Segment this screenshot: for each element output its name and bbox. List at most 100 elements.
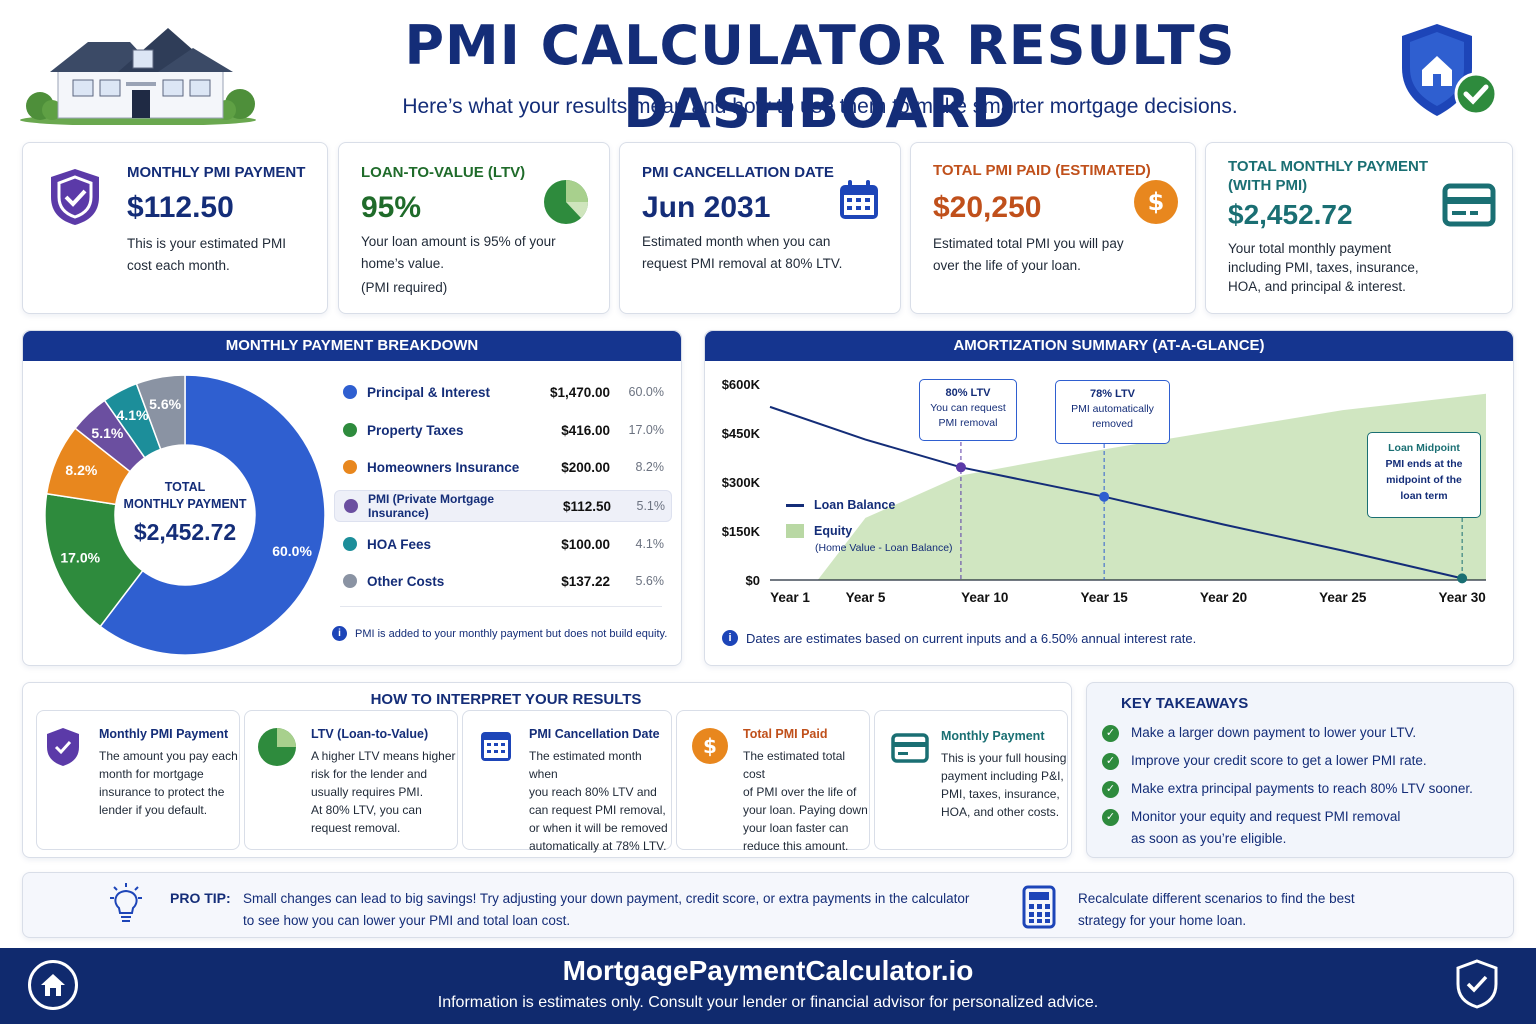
amortization-note: i Dates are estimates based on current i…	[722, 630, 1196, 646]
credit-card-icon	[891, 733, 929, 763]
interpret-item-title: LTV (Loan-to-Value)	[311, 727, 429, 741]
legend-name: Property Taxes	[367, 422, 464, 438]
legend-percent: 5.6%	[635, 574, 665, 588]
legend-dot	[343, 385, 357, 399]
takeaways-header: KEY TAKEAWAYS	[1121, 695, 1249, 712]
legend-percent: 5.1%	[636, 499, 666, 513]
amortization-chart: $600K $450K $300K $150K $0 Year 1 Year 5 Year 1…	[722, 377, 1486, 605]
interpret-item-desc: The amount you pay each month for mortgag…	[99, 749, 238, 817]
shield-check-icon	[1402, 24, 1498, 116]
legend-amount: $1,470.00	[549, 384, 610, 400]
payment-donut-chart: 60.0% 17.0% 8.2% 5.1% 4.1%5.6%	[44, 374, 326, 656]
legend-percent: 4.1%	[635, 537, 665, 551]
y-tick-label: $300K	[722, 475, 761, 490]
interpret-item-desc: A higher LTV means higher risk for the le…	[311, 749, 456, 835]
callout-text: PMI ends at the	[1385, 458, 1463, 470]
legend-dot	[344, 499, 358, 513]
legend-loan-balance: Loan Balance	[786, 498, 895, 512]
interpret-item-desc: The estimated month when you reach 80% LT…	[529, 749, 668, 853]
amortization-note-text: Dates are estimates based on current inp…	[746, 630, 1197, 646]
callout-78-ltv: 78% LTV PMI automatically removed	[1055, 380, 1170, 444]
kpi-label: TOTAL PMI PAID (ESTIMATED)	[933, 162, 1151, 179]
donut-hole	[115, 445, 255, 585]
legend-line-swatch	[786, 503, 804, 507]
marker-point	[955, 462, 966, 473]
x-tick-label: Year 5	[846, 590, 886, 605]
legend-equity-sub: (Home Value - Loan Balance)	[815, 542, 953, 554]
legend-row-pmi: PMI (Private Mortgage Insurance) $112.50…	[334, 490, 672, 522]
svg-text:$: $	[703, 734, 717, 758]
legend-row-hoa: HOA Fees $100.00 4.1%	[340, 528, 670, 560]
y-tick-label: $0	[746, 573, 760, 588]
breakdown-note: i PMI is added to your monthly payment b…	[332, 626, 667, 641]
kpi-desc: This is your estimated PMI cost each mont…	[127, 236, 287, 273]
page-subtitle: Here’s what your results mean and how to…	[402, 95, 1238, 118]
donut-slice-label: 17.0%	[60, 549, 100, 565]
legend-dot	[343, 574, 357, 588]
x-tick-label: Year 1	[770, 590, 810, 605]
shield-check-icon	[47, 728, 79, 766]
legend-row-principal: Principal & Interest $1,470.00 60.0%	[340, 376, 670, 408]
y-tick-label: $450K	[722, 426, 761, 441]
legend-equity: Equity (Home Value - Loan Balance)	[786, 524, 953, 554]
donut-center-label: MONTHLY PAYMENT	[123, 497, 247, 511]
kpi-card-total-pmi: TOTAL PMI PAID (ESTIMATED) $20,250 $ Est…	[910, 142, 1196, 314]
shield-check-icon	[1456, 959, 1498, 1009]
callout-title: Loan Midpoint	[1388, 442, 1460, 454]
legend-dot	[343, 423, 357, 437]
footer-disclaimer: Information is estimates only. Consult y…	[437, 994, 1099, 1011]
check-icon: ✓	[1102, 809, 1119, 826]
kpi-label: LOAN-TO-VALUE (LTV)	[361, 164, 526, 181]
x-tick-label: Year 25	[1319, 590, 1367, 605]
takeaway-item: ✓ Make a larger down payment to lower yo…	[1102, 722, 1502, 744]
interpret-item-pmi: Monthly PMI Payment The amount you pay e…	[36, 710, 240, 850]
legend-amount: $137.22	[561, 573, 610, 589]
legend-amount: $100.00	[561, 536, 610, 552]
check-icon: ✓	[1102, 725, 1119, 742]
callout-text: loan term	[1400, 490, 1448, 502]
svg-text:$: $	[1148, 188, 1165, 216]
kpi-desc: Your loan amount is 95% of your home’s va…	[361, 234, 556, 295]
legend-row-insurance: Homeowners Insurance $200.00 8.2%	[340, 451, 670, 483]
kpi-desc: Your total monthly payment including PMI,…	[1228, 241, 1419, 294]
callout-80-ltv: 80% LTV You can request PMI removal	[919, 379, 1017, 441]
callout-text: PMI automatically	[1071, 403, 1154, 415]
shield-check-icon	[51, 169, 99, 225]
kpi-value: $112.50	[127, 191, 234, 224]
lightbulb-icon	[110, 883, 142, 922]
protip-text: Small changes can lead to big savings! T…	[243, 891, 970, 928]
dollar-coin-icon: $	[692, 728, 728, 764]
kpi-label: MONTHLY PMI PAYMENT	[127, 164, 306, 181]
kpi-label: TOTAL MONTHLY PAYMENT (WITH PMI)	[1228, 158, 1429, 194]
interpret-item-cancellation: PMI Cancellation Date The estimated mont…	[462, 710, 672, 853]
y-tick-label: $150K	[722, 524, 761, 539]
callout-text: removed	[1092, 418, 1133, 430]
calculator-icon	[1022, 885, 1056, 929]
interpret-header: HOW TO INTERPRET YOUR RESULTS	[370, 691, 642, 708]
takeaway-item: ✓ Make extra principal payments to reach…	[1102, 778, 1502, 800]
legend-loan-balance-label: Loan Balance	[814, 498, 896, 512]
callout-text: midpoint of the	[1386, 474, 1462, 486]
interpret-item-title: Monthly Payment	[941, 729, 1045, 743]
kpi-card-monthly-pmi: MONTHLY PMI PAYMENT $112.50 This is your…	[22, 142, 328, 314]
legend-name: Homeowners Insurance	[367, 459, 520, 475]
protip-bar	[22, 872, 1514, 938]
legend-percent: 60.0%	[628, 385, 664, 399]
equity-area	[817, 393, 1486, 580]
calendar-icon	[481, 732, 511, 761]
legend-name: HOA Fees	[367, 536, 432, 552]
dollar-coin-icon: $	[1134, 180, 1178, 224]
check-icon: ✓	[1102, 753, 1119, 770]
donut-slice-label: 4.1%	[117, 407, 149, 423]
takeaway-text: Improve your credit score to get a lower…	[1131, 753, 1427, 768]
home-icon[interactable]	[28, 960, 78, 1010]
breakdown-header: MONTHLY PAYMENT BREAKDOWN	[23, 331, 681, 361]
legend-amount: $416.00	[561, 422, 610, 438]
footer-site[interactable]: MortgagePaymentCalculator.io	[562, 955, 974, 986]
donut-slice-label: 8.2%	[65, 462, 97, 478]
credit-card-icon	[1442, 183, 1496, 227]
kpi-value: 95%	[361, 191, 422, 224]
legend-percent: 17.0%	[628, 423, 664, 437]
pie-chart-icon	[258, 728, 296, 766]
protip-label: PRO TIP:	[170, 890, 231, 906]
